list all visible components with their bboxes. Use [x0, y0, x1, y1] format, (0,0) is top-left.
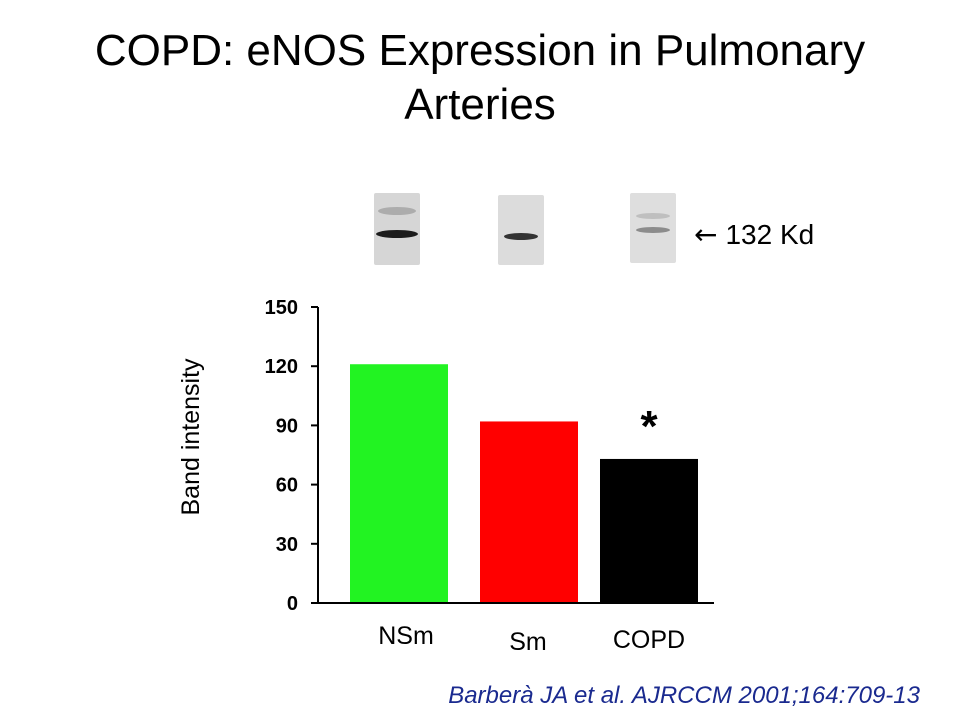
slide-title: COPD: eNOS Expression in Pulmonary Arter… — [0, 24, 960, 132]
kd-marker-label: ← 132 Kd — [694, 218, 814, 252]
blot-band-sm — [504, 233, 538, 240]
slide-title-line-1: COPD: eNOS Expression in Pulmonary — [94, 26, 866, 75]
citation: Barberà JA et al. AJRCCM 2001;164:709-13 — [448, 682, 920, 709]
y-axis-label: Band intensity — [177, 358, 205, 516]
left-arrow-icon: ← — [694, 218, 718, 251]
blot-band-copd — [636, 227, 670, 233]
y-tick-label: 60 — [276, 475, 298, 497]
blot-strip-nsm — [374, 193, 420, 265]
blot-band-nsm-upper — [378, 207, 416, 215]
y-tick-label: 30 — [276, 534, 298, 556]
blot-band-nsm — [376, 230, 418, 238]
category-label: COPD — [613, 626, 685, 654]
blot-strip-sm — [498, 195, 544, 265]
kd-value: 132 Kd — [725, 219, 815, 250]
bar-sm — [480, 421, 578, 604]
y-tick-label: 90 — [276, 415, 298, 437]
category-label: NSm — [378, 622, 434, 650]
bar-copd — [600, 458, 698, 604]
blot-strip-copd — [630, 193, 676, 263]
bar-nsm — [350, 364, 448, 604]
y-tick-label: 120 — [265, 356, 298, 378]
y-tick-label: 150 — [265, 297, 298, 319]
y-tick-label: 0 — [287, 593, 298, 615]
category-label: Sm — [509, 628, 547, 656]
slide-title-line-2: Arteries — [404, 80, 556, 129]
significance-asterisk: * — [640, 402, 658, 451]
blot-band-copd-upper — [636, 213, 670, 219]
